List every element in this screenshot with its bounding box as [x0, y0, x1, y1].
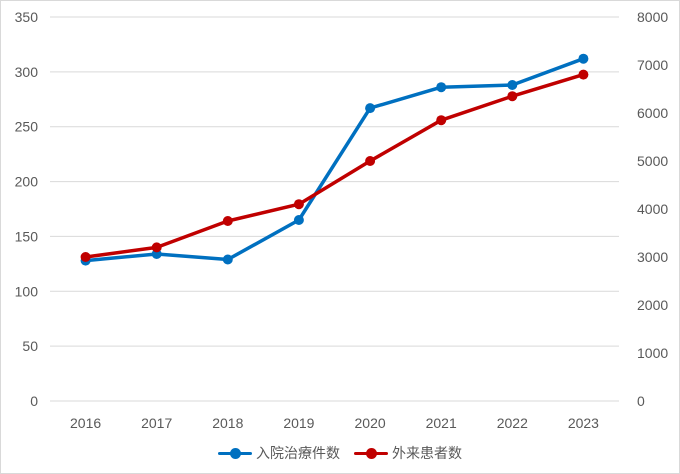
x-axis-tick-label: 2020 [355, 415, 386, 431]
left-axis-tick-label: 300 [15, 64, 39, 80]
data-point [436, 115, 447, 126]
left-axis-tick-label: 0 [30, 393, 38, 409]
x-axis-tick-label: 2021 [426, 415, 457, 431]
data-point [293, 215, 304, 225]
legend-dot [229, 447, 241, 459]
data-point [436, 82, 447, 93]
right-axis-tick-label: 5000 [637, 153, 668, 169]
right-axis-tick-label: 3000 [637, 249, 668, 265]
data-point [507, 91, 518, 102]
data-point [365, 156, 376, 166]
right-axis-tick-label: 1000 [637, 345, 668, 361]
right-axis-tick-label: 8000 [637, 9, 668, 25]
line-dot-marker-icon [218, 447, 252, 459]
line-dot-marker-icon [354, 447, 388, 459]
left-axis-tick-label: 250 [15, 119, 39, 135]
left-axis-tick-label: 200 [15, 174, 39, 190]
left-axis-tick-label: 350 [15, 9, 39, 25]
legend-item-inpatient-cases: 入院治療件数 [218, 443, 340, 463]
series-line-1 [83, 72, 586, 259]
right-axis-tick-label: 7000 [637, 57, 668, 73]
right-axis-tick-label: 2000 [637, 297, 668, 313]
legend-label: 外来患者数 [392, 445, 462, 461]
x-axis-tick-label: 2019 [283, 415, 314, 431]
legend-item-outpatient-count: 外来患者数 [354, 443, 462, 463]
data-point [80, 252, 91, 262]
data-point [578, 53, 589, 64]
right-axis-tick-label: 0 [637, 393, 645, 409]
x-axis-tick-label: 2022 [497, 415, 528, 431]
left-axis-tick-label: 150 [15, 228, 39, 244]
right-axis-tick-label: 6000 [637, 105, 668, 121]
data-point [151, 242, 162, 253]
legend-label: 入院治療件数 [256, 445, 340, 461]
line-chart-canvas: 0 50 100 150 200 250 300 350 0 1000 2000 3000 4000 50… [15, 9, 669, 431]
x-axis-tick-label: 2017 [141, 415, 172, 431]
x-axis-tick-label: 2016 [70, 415, 101, 431]
left-axis-tick-label: 100 [15, 283, 39, 299]
data-point [222, 254, 233, 265]
x-axis-tick-label: 2018 [212, 415, 243, 431]
data-point [578, 69, 589, 80]
right-axis-tick-label: 4000 [637, 201, 668, 217]
data-point [507, 80, 518, 90]
chart-legend: 入院治療件数 外来患者数 [1, 443, 679, 463]
series-line-0 [83, 56, 586, 263]
legend-dot [365, 447, 377, 459]
x-axis-tick-label: 2023 [568, 415, 599, 431]
left-axis-tick-label: 50 [22, 338, 38, 354]
data-point [293, 199, 304, 210]
data-point [365, 103, 376, 114]
data-point [222, 216, 233, 226]
